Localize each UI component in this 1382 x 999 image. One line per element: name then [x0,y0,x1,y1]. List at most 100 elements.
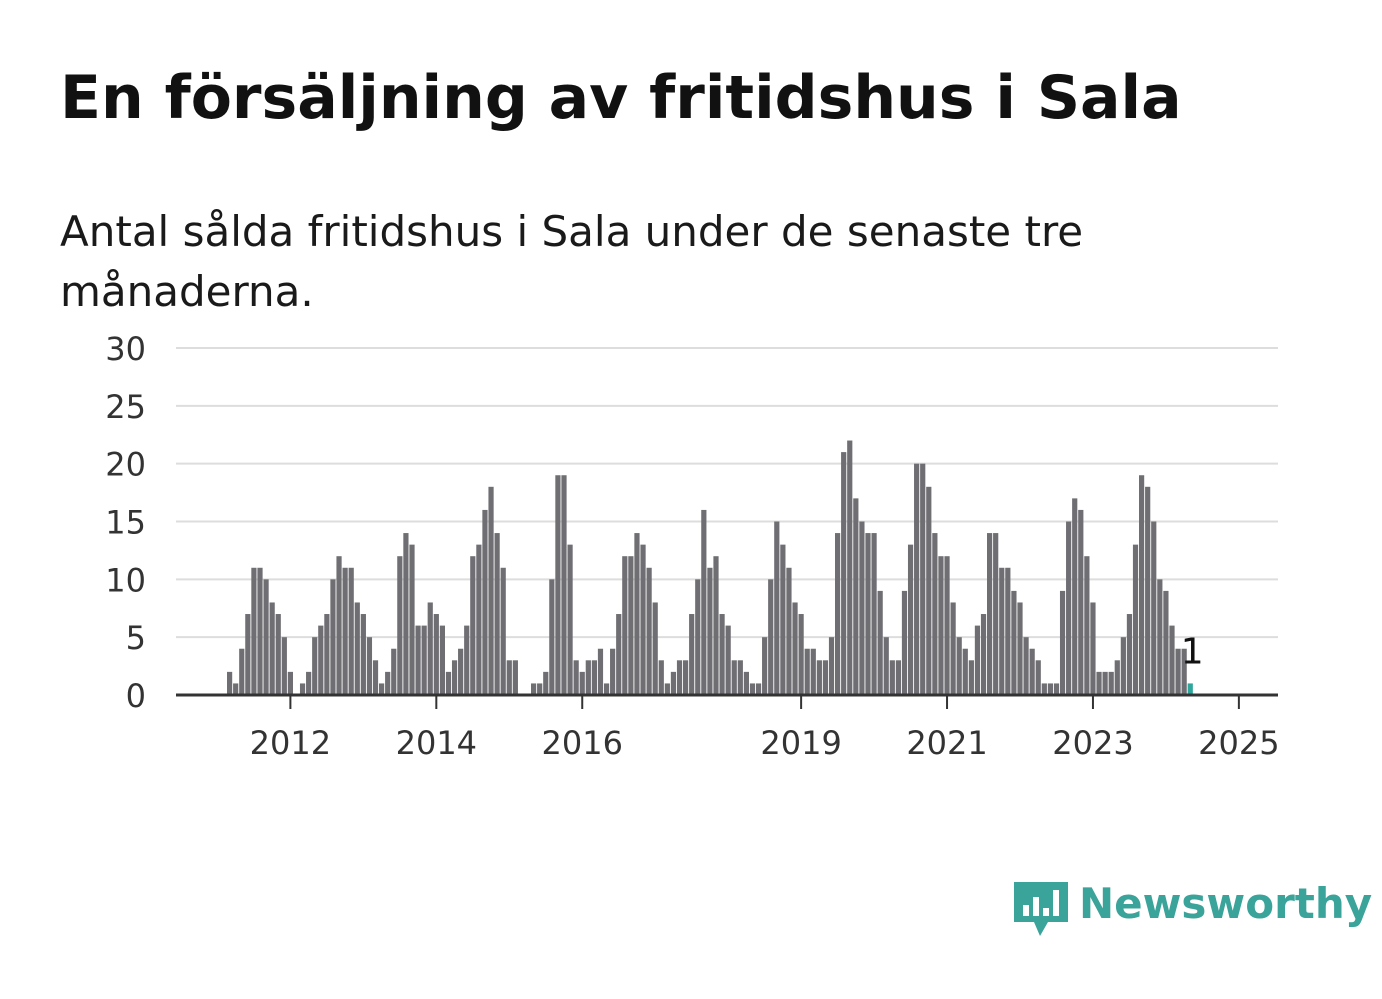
bar [646,567,652,695]
bar [512,660,518,695]
x-tick-label: 2025 [1198,724,1279,762]
bar [257,567,263,695]
chart-subtitle: Antal sålda fritidshus i Sala under de s… [60,207,1084,316]
bar [1047,683,1053,695]
bar [281,637,287,695]
bar [573,660,579,695]
bar [725,625,731,695]
bar [883,637,889,695]
bar [1041,683,1047,695]
bar [1084,556,1090,695]
bar [1029,648,1035,695]
bar [1053,683,1060,695]
bar [835,533,841,695]
bar [391,648,397,695]
bar [549,579,555,695]
bar [1072,498,1078,695]
bar [798,614,804,695]
bar [956,637,962,695]
bar [920,463,926,695]
bar [451,660,458,695]
bar [962,648,968,695]
bar [1005,567,1011,695]
bar [579,671,585,695]
bar [907,544,914,695]
bar [263,579,269,695]
bar [287,671,293,695]
bar [385,671,391,695]
bar [1126,614,1133,695]
bar [506,660,512,695]
bar [239,648,245,695]
x-tick-label: 2021 [906,724,987,762]
bar [360,614,366,695]
bar [987,533,993,695]
bar [379,683,385,695]
bar [640,544,646,695]
brand-name: Newsworthy [1079,879,1373,928]
bar [397,556,403,695]
bar [792,602,798,695]
bar [433,614,439,695]
bar [634,533,640,695]
bar [531,683,537,695]
bar [762,637,768,695]
bar [999,567,1005,695]
bar [354,602,360,695]
bar [755,683,762,695]
bar [914,463,920,695]
bar [1139,475,1145,695]
bar [427,602,433,695]
bar [895,660,901,695]
bar [275,614,281,695]
bar [1096,671,1102,695]
bar [1132,544,1139,695]
bar [403,533,409,695]
bar [269,602,275,695]
y-tick-label: 25 [105,388,146,426]
bar [616,614,622,695]
bar [567,544,573,695]
bar [901,590,908,695]
x-tick-label: 2019 [760,724,841,762]
x-tick-label: 2016 [542,724,623,762]
bar [786,567,792,695]
bar [676,660,683,695]
bar [470,556,476,695]
bar [543,671,549,695]
bar [603,683,610,695]
bar [810,648,816,695]
bar [980,614,987,695]
bar [664,683,670,695]
bar [1059,590,1066,695]
bar [944,556,950,695]
bar [1157,579,1163,695]
bar [372,660,379,695]
bar [439,625,445,695]
bar [689,614,695,695]
bar [658,660,664,695]
bar [336,556,342,695]
bar [251,567,257,695]
bar [1169,625,1175,695]
bar [719,614,725,695]
bar [561,475,567,695]
bar [476,544,482,695]
bar [1011,590,1017,695]
bar [306,671,312,695]
y-tick-label: 0 [126,677,146,715]
bar [227,671,233,695]
bar [1108,671,1114,695]
bars [227,440,1193,695]
y-tick-label: 10 [105,561,146,599]
bar [737,660,743,695]
bar [871,533,877,695]
bar [1175,648,1181,695]
bar [652,602,658,695]
bar [488,486,494,695]
x-tick-label: 2014 [396,724,477,762]
bar [877,590,883,695]
x-axis-ticks: 2012 2014 2016 2019 2021 2023 2025 [250,695,1280,762]
bar [1145,486,1151,695]
